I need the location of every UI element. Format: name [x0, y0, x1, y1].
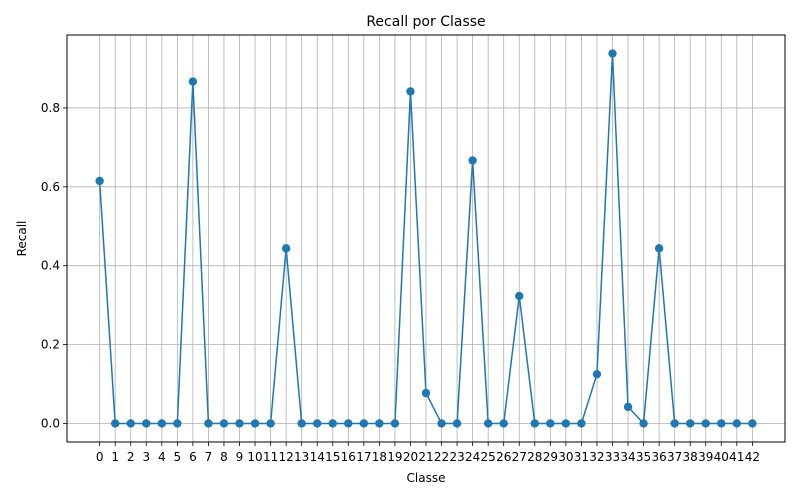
x-tick-label: 41	[729, 450, 744, 464]
data-point	[592, 369, 602, 379]
data-point	[110, 419, 120, 428]
y-tick-label: 0.2	[41, 338, 60, 352]
data-point	[515, 291, 524, 301]
x-tick-label: 12	[278, 450, 293, 464]
data-point	[437, 419, 446, 428]
data-point	[235, 419, 244, 428]
data-point	[483, 419, 493, 428]
data-point	[375, 419, 384, 428]
y-tick-label: 0.8	[41, 101, 60, 115]
data-point	[732, 419, 742, 428]
data-point	[297, 419, 306, 428]
x-tick-label: 1	[111, 450, 119, 464]
x-tick-label: 18	[372, 450, 387, 464]
data-point	[530, 419, 539, 428]
data-point	[561, 419, 571, 428]
x-tick-label: 10	[247, 450, 262, 464]
x-tick-label: 19	[387, 450, 402, 464]
x-tick-label: 37	[667, 450, 682, 464]
x-tick-label: 16	[341, 450, 356, 464]
x-tick-label: 26	[496, 450, 511, 464]
data-point	[452, 419, 462, 428]
data-point	[313, 419, 322, 428]
data-point	[499, 419, 508, 428]
x-tick-label: 28	[527, 450, 542, 464]
data-point	[390, 419, 400, 428]
data-point	[748, 419, 757, 428]
data-point	[639, 419, 648, 428]
grid	[67, 35, 785, 442]
data-point	[328, 419, 337, 428]
data-point	[577, 419, 586, 428]
data-point	[685, 419, 695, 428]
x-tick-label: 25	[481, 450, 496, 464]
data-point	[204, 419, 213, 428]
x-tick-label: 23	[449, 450, 464, 464]
x-tick-label: 42	[745, 450, 760, 464]
x-tick-label: 2	[127, 450, 135, 464]
series-layer	[95, 49, 757, 428]
x-tick-label: 22	[434, 450, 449, 464]
x-tick-label: 14	[310, 450, 325, 464]
data-point	[359, 419, 369, 428]
data-point	[173, 419, 182, 428]
x-tick-label: 31	[574, 450, 589, 464]
data-point	[344, 419, 353, 428]
x-tick-label: 9	[236, 450, 244, 464]
data-point	[468, 156, 477, 165]
x-tick-label: 30	[558, 450, 573, 464]
x-tick-label: 24	[465, 450, 480, 464]
x-tick-label: 13	[294, 450, 309, 464]
data-point	[126, 419, 135, 428]
x-tick-label: 5	[174, 450, 182, 464]
x-tick-label: 32	[589, 450, 604, 464]
x-tick-label: 7	[205, 450, 213, 464]
data-point	[654, 244, 664, 253]
data-point	[701, 419, 710, 428]
x-tick-label: 38	[683, 450, 698, 464]
x-tick-label: 4	[158, 450, 166, 464]
x-tick-label: 3	[142, 450, 150, 464]
x-tick-label: 40	[714, 450, 729, 464]
x-tick-label: 6	[189, 450, 197, 464]
x-tick-label: 34	[620, 450, 635, 464]
data-point	[546, 419, 555, 428]
data-point	[266, 419, 275, 428]
data-point	[281, 244, 291, 253]
chart-title: Recall por Classe	[366, 14, 485, 30]
data-point	[142, 419, 151, 428]
data-point	[623, 402, 633, 412]
x-tick-label: 11	[263, 450, 278, 464]
data-point	[406, 87, 415, 96]
data-point	[95, 176, 104, 186]
data-point	[157, 419, 167, 428]
y-tick-label: 0.0	[41, 416, 60, 430]
data-point	[250, 419, 260, 428]
x-tick-label: 33	[605, 450, 620, 464]
y-tick-label: 0.6	[41, 180, 60, 194]
data-point	[219, 419, 229, 428]
x-tick-label: 17	[356, 450, 371, 464]
data-point	[608, 49, 617, 58]
x-tick-label: 21	[418, 450, 433, 464]
x-tick-label: 15	[325, 450, 340, 464]
x-tick-label: 0	[96, 450, 104, 464]
y-axis-label: Recall	[15, 221, 29, 257]
data-point	[188, 77, 198, 86]
x-tick-label: 29	[543, 450, 558, 464]
y-tick-label: 0.4	[41, 259, 60, 273]
data-point	[670, 419, 679, 428]
x-axis-label: Classe	[407, 471, 446, 485]
data-point	[421, 388, 431, 398]
x-tick-label: 20	[403, 450, 418, 464]
x-tick-label: 27	[512, 450, 527, 464]
tick-layer: 0 1 2 3 4 5 6 7 8 9 10 11 12 13 14 15 16 17 18 19 20 21 22 23 24…	[41, 101, 760, 464]
x-tick-label: 35	[636, 450, 651, 464]
x-tick-label: 8	[220, 450, 228, 464]
data-point	[717, 419, 726, 428]
x-tick-label: 39	[698, 450, 713, 464]
x-tick-label: 36	[651, 450, 666, 464]
